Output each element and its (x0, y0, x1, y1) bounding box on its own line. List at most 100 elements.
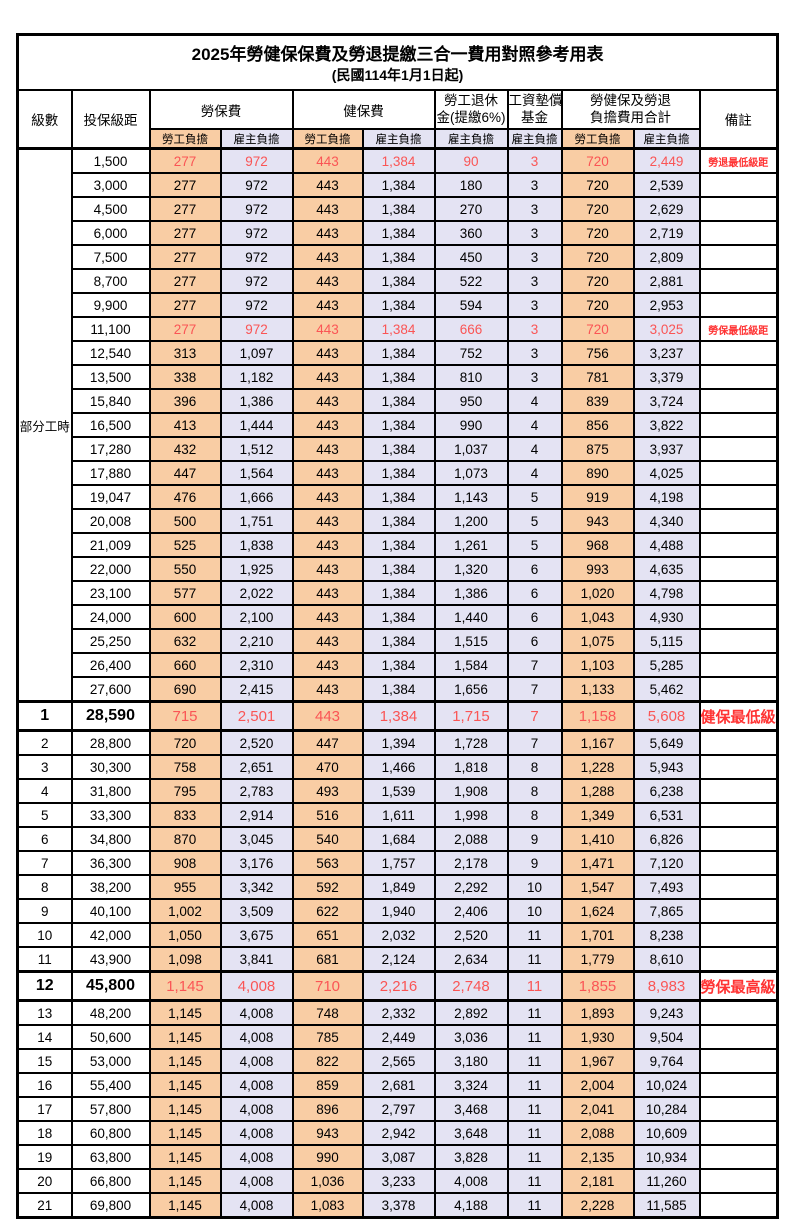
wage-fund-header-line1: 工資墊償 (508, 92, 562, 108)
level-cell: 4 (16, 778, 73, 804)
health-employer-cell: 1,384 (361, 292, 436, 318)
remark-cell (698, 1048, 779, 1074)
table-row: 3,000 277 972 443 1,384 180 3 720 2,539 (18, 172, 779, 198)
wage-fund-employer-cell: 3 (506, 364, 563, 390)
total-employer-cell: 8,238 (632, 922, 701, 948)
total-employee-cell: 1,410 (560, 826, 635, 852)
group-header-row: 級數 投保級距 勞保費 健保費 勞工退休 金(提繳6%) 工資墊償 基金 勞健保及勞… (16, 89, 779, 150)
bracket-cell: 3,000 (70, 172, 151, 198)
labor-employee-cell: 1,145 (148, 1048, 222, 1074)
remark-cell: 勞退最低級距 (698, 147, 779, 174)
total-employer-cell: 5,943 (632, 754, 701, 780)
total-employee-cell: 2,135 (560, 1144, 635, 1170)
labor-employer-cell: 972 (219, 268, 294, 294)
labor-employee-cell: 660 (148, 652, 222, 678)
remark-cell (698, 268, 779, 294)
remark-cell (698, 922, 779, 948)
total-employer-cell: 2,719 (632, 220, 701, 246)
health-employer-cell: 1,384 (361, 388, 436, 414)
labor-employee-cell: 550 (148, 556, 222, 582)
table-row: 4,500 277 972 443 1,384 270 3 720 2,629 (18, 196, 779, 222)
labor-employee-cell: 447 (148, 460, 222, 486)
total-employee-cell: 1,075 (560, 628, 635, 654)
labor-employee-cell: 313 (148, 340, 222, 366)
health-employee-cell: 443 (291, 532, 364, 558)
health-employer-cell: 1,384 (361, 172, 436, 198)
table-row: 16 55,400 1,145 4,008 859 2,681 3,324 11 2,004 10… (16, 1072, 779, 1098)
total-employer-cell: 5,115 (632, 628, 701, 654)
total-employee-cell: 781 (560, 364, 635, 390)
remark-cell (698, 1168, 779, 1194)
pension-employer-cell: 3,648 (433, 1120, 509, 1146)
total-employer-cell: 4,635 (632, 556, 701, 582)
total-employee-cell: 720 (560, 292, 635, 318)
health-employee-cell: 822 (291, 1048, 364, 1074)
col-header-bracket: 投保級距 (70, 89, 151, 150)
table-row: 22,000 550 1,925 443 1,384 1,320 6 993 4,635 (18, 556, 779, 582)
level-cell: 2 (16, 729, 73, 756)
wage-fund-employer-cell: 6 (506, 580, 563, 606)
bracket-cell: 40,100 (70, 898, 151, 924)
bracket-cell: 6,000 (70, 220, 151, 246)
total-employee-cell: 1,349 (560, 802, 635, 828)
health-employer-header: 雇主負擔 (361, 128, 436, 150)
bracket-cell: 4,500 (70, 196, 151, 222)
pension-header-line1: 勞工退休 (444, 92, 498, 108)
pension-employer-cell: 990 (433, 412, 509, 438)
health-employee-cell: 443 (291, 460, 364, 486)
wage-fund-employer-cell: 11 (506, 1168, 563, 1194)
labor-employee-cell: 577 (148, 580, 222, 606)
labor-employee-cell: 1,145 (148, 1192, 222, 1219)
total-employee-cell: 720 (560, 244, 635, 270)
health-employee-cell: 443 (291, 244, 364, 270)
table-row: 26,400 660 2,310 443 1,384 1,584 7 1,103 5,285 (18, 652, 779, 678)
wage-fund-employer-cell: 3 (506, 220, 563, 246)
total-employer-cell: 4,340 (632, 508, 701, 534)
labor-employee-cell: 720 (148, 729, 222, 756)
level-cell: 19 (16, 1144, 73, 1170)
labor-employee-cell: 277 (148, 292, 222, 318)
wage-fund-employer-cell: 11 (506, 970, 563, 1002)
labor-employee-cell: 870 (148, 826, 222, 852)
labor-employer-cell: 2,310 (219, 652, 294, 678)
labor-employer-cell: 4,008 (219, 1168, 294, 1194)
pension-employer-cell: 90 (433, 147, 509, 174)
total-employee-cell: 720 (560, 220, 635, 246)
health-employee-cell: 592 (291, 874, 364, 900)
remark-cell: 健保最低級距 (698, 700, 779, 732)
labor-employer-cell: 1,182 (219, 364, 294, 390)
remark-cell (698, 196, 779, 222)
health-employee-cell: 443 (291, 172, 364, 198)
bracket-cell: 20,008 (70, 508, 151, 534)
labor-employer-cell: 2,783 (219, 778, 294, 804)
level-cell: 9 (16, 898, 73, 924)
health-employer-cell: 1,611 (361, 802, 436, 828)
labor-employee-cell: 396 (148, 388, 222, 414)
wage-fund-employer-cell: 10 (506, 874, 563, 900)
level-cell: 1 (16, 700, 73, 732)
level-cell: 21 (16, 1192, 73, 1219)
bracket-cell: 19,047 (70, 484, 151, 510)
bracket-cell: 26,400 (70, 652, 151, 678)
pension-employer-cell: 1,073 (433, 460, 509, 486)
col-header-level: 級數 (16, 89, 73, 150)
wage-fund-employer-cell: 4 (506, 436, 563, 462)
labor-employer-cell: 1,512 (219, 436, 294, 462)
pension-employer-cell: 1,440 (433, 604, 509, 630)
pension-employer-cell: 1,386 (433, 580, 509, 606)
bracket-cell: 33,300 (70, 802, 151, 828)
bracket-cell: 57,800 (70, 1096, 151, 1122)
total-employer-cell: 3,822 (632, 412, 701, 438)
health-employee-cell: 443 (291, 316, 364, 342)
remark-cell (698, 172, 779, 198)
pension-employer-cell: 810 (433, 364, 509, 390)
bracket-cell: 45,800 (70, 970, 151, 1002)
health-employee-cell: 540 (291, 826, 364, 852)
wage-fund-employer-cell: 11 (506, 1048, 563, 1074)
table-row: 17,880 447 1,564 443 1,384 1,073 4 890 4,025 (18, 460, 779, 486)
labor-employer-cell: 972 (219, 292, 294, 318)
wage-fund-employer-cell: 8 (506, 802, 563, 828)
table-row: 11,100 277 972 443 1,384 666 3 720 3,025 勞保最低級距 (18, 316, 779, 342)
wage-fund-employer-cell: 5 (506, 484, 563, 510)
total-employer-cell: 4,798 (632, 580, 701, 606)
